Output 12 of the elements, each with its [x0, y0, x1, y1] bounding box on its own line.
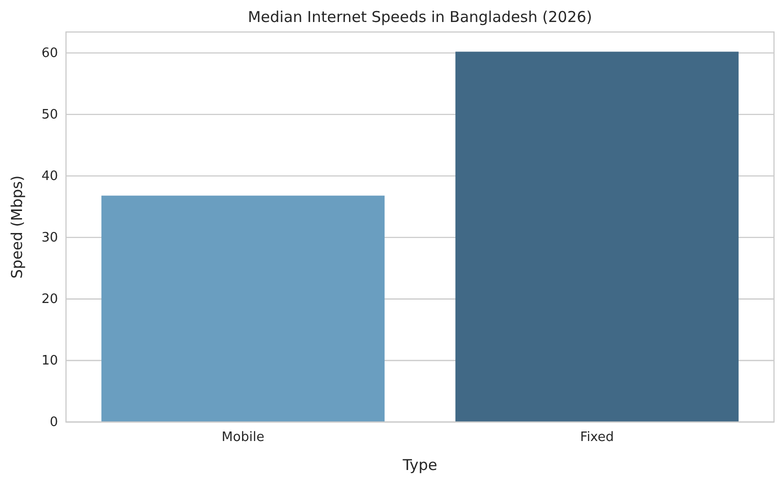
y-tick-label: 60 — [41, 46, 58, 62]
x-tick-label: Mobile — [222, 430, 264, 446]
y-tick-label: 40 — [41, 169, 58, 184]
y-tick-label: 20 — [41, 292, 58, 308]
chart-title: Median Internet Speeds in Bangladesh (2026) — [248, 8, 592, 26]
y-tick-label: 10 — [41, 354, 58, 369]
x-axis-title: Type — [402, 456, 438, 474]
x-tick-label: Fixed — [580, 430, 614, 446]
y-tick-label: 50 — [41, 108, 58, 123]
y-tick-label: 0 — [50, 415, 58, 430]
y-tick-label: 30 — [41, 230, 58, 246]
y-axis-title: Speed (Mbps) — [8, 175, 26, 279]
